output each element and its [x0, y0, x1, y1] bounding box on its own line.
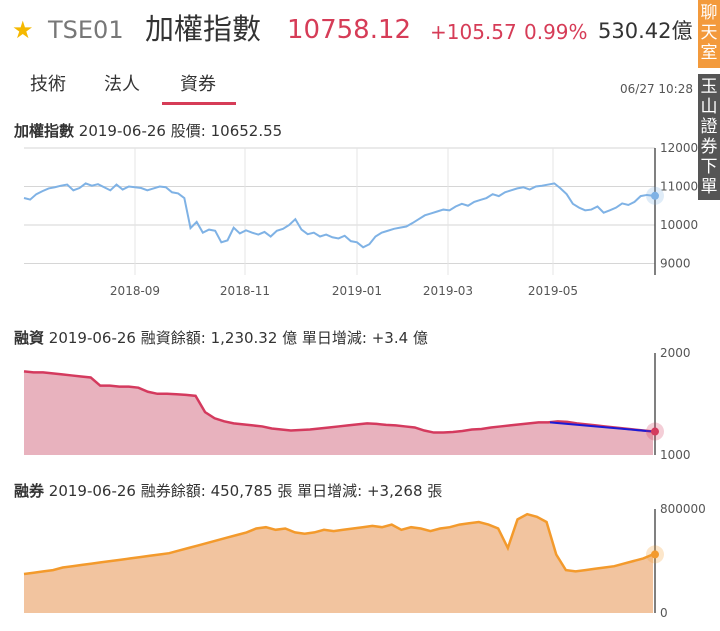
y-tick-label: 2000	[660, 346, 691, 360]
star-icon[interactable]: ★	[12, 16, 34, 44]
index-panel-date: 2019-06-26	[78, 122, 166, 140]
y-tick-label: 9000	[660, 256, 691, 270]
active-tab-indicator	[162, 102, 236, 105]
index-panel-value: 10652.55	[210, 122, 283, 140]
margin-panel-name: 融資	[14, 329, 45, 347]
tab-margin-trading[interactable]: 資券	[180, 74, 216, 95]
price-change: +105.57	[430, 20, 517, 44]
index-series-line	[23, 182, 654, 249]
index-panel-name: 加權指數	[14, 122, 75, 140]
short-panel-name: 融券	[14, 482, 45, 500]
margin-area-fill	[24, 371, 653, 455]
short-panel-date: 2019-06-26	[48, 482, 136, 500]
y-tick-label: 12000	[660, 141, 698, 155]
y-tick-label: 1000	[660, 448, 691, 462]
stock-name: 加權指數	[145, 12, 262, 46]
chatroom-button[interactable]: 聊天室	[698, 0, 720, 68]
y-tick-label: 11000	[660, 179, 698, 193]
margin-panel-text: 融資餘額: 1,230.32 億 單日增減: +3.4 億	[140, 329, 428, 347]
x-tick-label: 2018-09	[110, 284, 160, 298]
trade-volume: 530.42億	[598, 19, 693, 43]
margin-trend-line	[549, 421, 654, 433]
short-area-chart: 800000 0	[23, 502, 706, 620]
x-tick-label: 2018-11	[220, 284, 270, 298]
index-panel-metric: 股價:	[170, 122, 206, 140]
margin-chart-title: 融資 2019-06-26 融資餘額: 1,230.32 億 單日增減: +3.…	[14, 331, 428, 346]
short-panel-text: 融券餘額: 450,785 張 單日增減: +3,268 張	[140, 482, 443, 500]
tab-institutional[interactable]: 法人	[104, 74, 140, 95]
y-tick-label: 10000	[660, 218, 698, 232]
tab-bar: 技術 法人 資券	[0, 68, 700, 108]
price-change-percent: 0.99%	[524, 20, 588, 44]
update-time: 06/27 10:28	[620, 82, 693, 96]
index-chart-title: 加權指數 2019-06-26 股價: 10652.55	[14, 124, 282, 139]
broker-order-button[interactable]: 玉山證券下單	[698, 74, 720, 200]
stock-symbol: TSE01	[48, 16, 124, 44]
margin-series-line	[23, 370, 654, 434]
index-line-chart: 12000 11000 10000 9000 2018-09 2018-11 2019-01…	[23, 141, 698, 298]
short-chart-title: 融券 2019-06-26 融券餘額: 450,785 張 單日增減: +3,2…	[14, 484, 442, 499]
margin-area-chart: 2000 1000	[23, 346, 691, 462]
y-tick-label: 800000	[660, 502, 706, 516]
short-series-line	[23, 512, 654, 576]
current-point-marker	[651, 191, 659, 200]
current-point-marker	[651, 427, 659, 436]
x-tick-label: 2019-05	[528, 284, 578, 298]
quote-header: ★ TSE01 加權指數 10758.12 +105.57 0.99% 530.…	[0, 0, 700, 62]
stock-price: 10758.12	[287, 15, 412, 45]
tab-technical[interactable]: 技術	[30, 74, 66, 95]
short-area-fill	[24, 514, 653, 613]
current-point-marker	[651, 550, 659, 559]
x-tick-label: 2019-03	[423, 284, 473, 298]
x-tick-label: 2019-01	[332, 284, 382, 298]
margin-panel-date: 2019-06-26	[48, 329, 136, 347]
y-tick-label: 0	[660, 606, 668, 620]
